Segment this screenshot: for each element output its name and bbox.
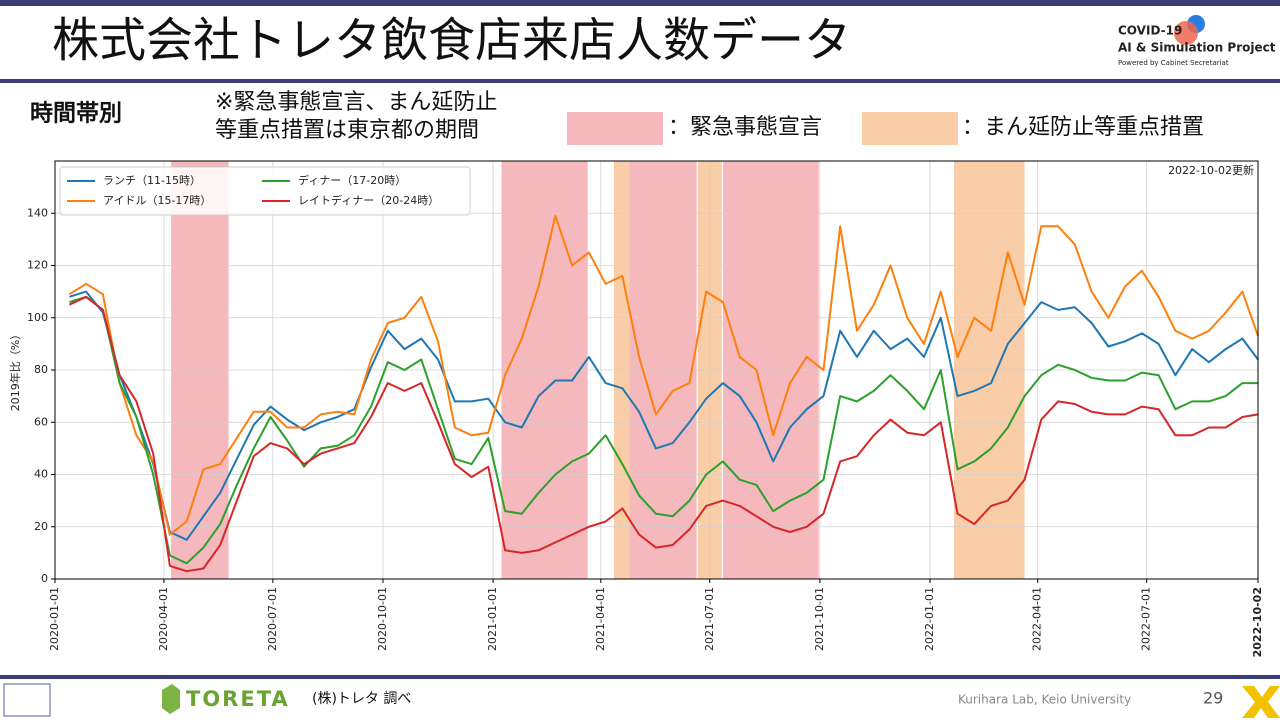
x-tick-label: 2020-04-01 xyxy=(157,587,170,651)
series-line xyxy=(69,295,1258,565)
brand: TORETA xyxy=(186,687,290,711)
legend-box xyxy=(59,166,471,216)
x-tick-label: 2021-04-01 xyxy=(594,587,607,651)
y-tick-label: 0 xyxy=(41,572,48,585)
legend-label: レイトディナー（20-24時） xyxy=(298,193,439,207)
x-tick-label: 2021-10-01 xyxy=(813,587,826,651)
shade-label: ：緊急事態宣言 xyxy=(668,115,822,140)
legend-label: ランチ（11-15時） xyxy=(103,174,201,187)
x-tick-label: 2022-10-02 xyxy=(1251,587,1264,657)
page-number: 29 xyxy=(1203,689,1223,708)
x-tick-label: 2020-10-01 xyxy=(376,587,389,651)
credit: Kurihara Lab, Keio University xyxy=(958,693,1131,707)
corner-logo xyxy=(1242,686,1280,718)
note: 等重点措置は東京都の期間 xyxy=(215,118,479,143)
plot-frame xyxy=(54,160,1259,580)
source: (株)トレタ 調べ xyxy=(312,691,411,707)
brand-icon xyxy=(162,684,180,714)
x-tick-label: 2021-07-01 xyxy=(703,587,716,651)
series-line xyxy=(68,214,1259,536)
note: ※緊急事態宣言、まん延防止 xyxy=(215,90,497,115)
y-tick-label: 80 xyxy=(34,363,48,376)
x-tick-label: 2020-01-01 xyxy=(48,587,61,651)
shade-key-emergency xyxy=(567,112,663,145)
annotation: 2022-10-02更新 xyxy=(1168,163,1254,177)
logo-text: AI & Simulation Project xyxy=(1118,41,1276,55)
lab-logo xyxy=(3,683,51,717)
logo-text: COVID-19 xyxy=(1118,24,1182,38)
y-axis-label: 2019年比（%） xyxy=(8,329,22,411)
y-tick-label: 60 xyxy=(34,415,48,428)
series-line xyxy=(68,295,1259,573)
title-rule xyxy=(0,79,1280,83)
shade-key-priority xyxy=(862,112,958,145)
y-tick-label: 40 xyxy=(34,468,48,481)
slide-title: 株式会社トレタ飲食店来店人数データ xyxy=(52,14,851,69)
chart: 0 20 40 60 80 100 120 140 2020-01-01 2020-04-01 20… xyxy=(8,160,1264,657)
footer-rule xyxy=(0,675,1280,679)
y-tick-label: 100 xyxy=(27,311,48,324)
shade-label: ：まん延防止等重点措置 xyxy=(962,115,1204,140)
series-line xyxy=(69,290,1259,541)
top-bar xyxy=(0,0,1280,6)
subtitle: 時間帯別 xyxy=(30,100,122,127)
legend-label: ディナー（17-20時） xyxy=(298,173,406,187)
x-tick-label: 2020-07-01 xyxy=(266,587,279,651)
x-tick-label: 2021-01-01 xyxy=(486,587,499,651)
x-tick-label: 2022-04-01 xyxy=(1031,587,1044,651)
y-tick-label: 120 xyxy=(27,259,48,272)
logo-text: Powered by Cabinet Secretariat xyxy=(1118,59,1229,67)
x-tick-label: 2022-07-01 xyxy=(1140,587,1153,651)
logo-dot xyxy=(1174,21,1198,45)
y-tick-label: 20 xyxy=(34,520,48,533)
y-tick-label: 140 xyxy=(27,206,48,219)
x-tick-label: 2022-01-01 xyxy=(923,587,936,651)
legend-label: アイドル（15-17時） xyxy=(103,194,211,207)
